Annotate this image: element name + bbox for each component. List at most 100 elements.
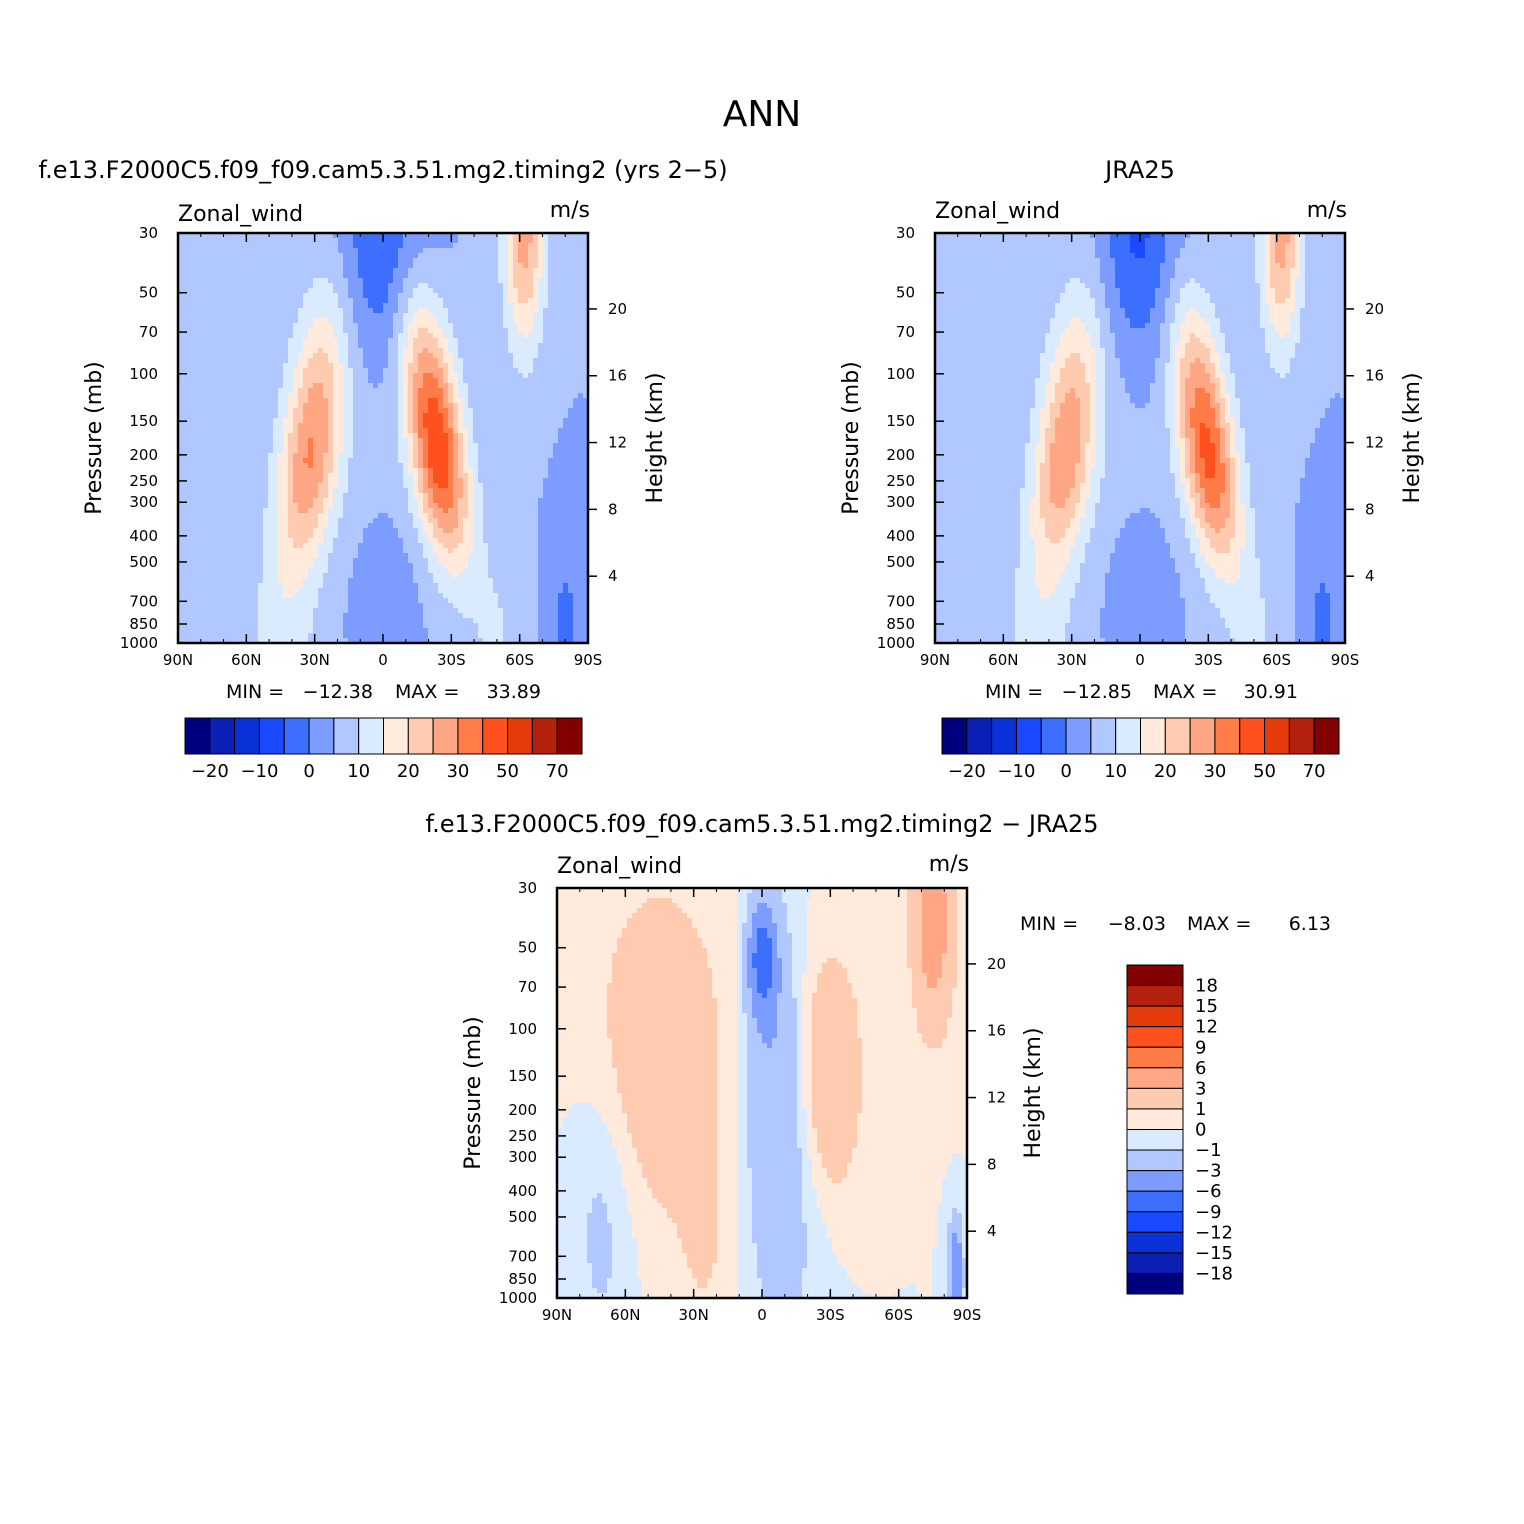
- contour-cell: [538, 288, 549, 294]
- colorbar-box: [432, 717, 459, 755]
- contour-cell: [812, 1158, 823, 1164]
- contour-cell: [752, 1198, 803, 1204]
- contour-cell: [737, 1133, 748, 1139]
- contour-cell: [1075, 588, 1106, 594]
- contour-cell: [438, 558, 469, 564]
- contour-cell: [503, 613, 539, 619]
- contour-cell: [935, 558, 1021, 564]
- contour-cell: [947, 938, 958, 944]
- contour-cell: [1300, 248, 1306, 254]
- contour-cell: [513, 273, 534, 279]
- contour-cell: [1105, 358, 1121, 364]
- contour-cell: [418, 533, 429, 539]
- contour-cell: [772, 983, 783, 989]
- contour-cell: [1235, 438, 1246, 444]
- contour-cell: [747, 948, 758, 954]
- contour-cell: [1315, 608, 1331, 614]
- contour-cell: [935, 623, 1016, 629]
- contour-cell: [1265, 598, 1296, 604]
- colorbar-box: [184, 717, 211, 755]
- contour-cell: [1315, 638, 1331, 643]
- contour-cell: [737, 1218, 753, 1224]
- contour-cell: [548, 273, 588, 279]
- contour-cell: [488, 553, 539, 559]
- contour-cell: [757, 1273, 803, 1279]
- contour-cell: [468, 403, 574, 409]
- contour-cell: [1220, 378, 1226, 384]
- contour-cell: [1175, 413, 1181, 419]
- contour-cell: [797, 1008, 803, 1014]
- contour-cell: [802, 1073, 813, 1079]
- contour-cell: [935, 248, 1096, 254]
- contour-cell: [308, 443, 314, 449]
- contour-cell: [1185, 448, 1191, 454]
- contour-cell: [178, 393, 279, 399]
- contour-cell: [1305, 278, 1345, 284]
- y2-tick-label: 20: [987, 955, 1006, 973]
- contour-cell: [1100, 633, 1186, 639]
- contour-cell: [1125, 383, 1151, 389]
- contour-cell: [428, 503, 439, 509]
- contour-cell: [1130, 318, 1151, 324]
- contour-cell: [757, 973, 773, 979]
- contour-cell: [343, 313, 354, 319]
- contour-cell: [1190, 538, 1201, 544]
- y-tick-label: 100: [508, 1020, 537, 1038]
- contour-cell: [278, 573, 309, 579]
- contour-cell: [433, 488, 454, 494]
- contour-cell: [343, 413, 354, 419]
- contour-cell: [443, 368, 449, 374]
- contour-cell: [807, 928, 908, 934]
- contour-cell: [797, 1088, 803, 1094]
- contour-cell: [1210, 353, 1221, 359]
- contour-cell: [1230, 458, 1236, 464]
- contour-cell: [747, 893, 783, 899]
- contour-cell: [1105, 283, 1116, 289]
- contour-cell: [737, 1158, 748, 1164]
- contour-cell: [1095, 438, 1106, 444]
- contour-cell: [353, 443, 399, 449]
- contour-cell: [1100, 338, 1116, 344]
- contour-cell: [1185, 388, 1196, 394]
- contour-cell: [448, 408, 454, 414]
- contour-cell: [398, 433, 404, 439]
- contour-cell: [458, 518, 464, 524]
- contour-cell: [1210, 328, 1221, 334]
- contour-cell: [592, 1278, 608, 1284]
- contour-cell: [947, 898, 958, 904]
- contour-cell: [1175, 308, 1191, 314]
- contour-cell: [557, 1178, 623, 1184]
- contour-cell: [338, 468, 349, 474]
- contour-cell: [403, 353, 414, 359]
- contour-cell: [752, 988, 758, 994]
- contour-cell: [413, 453, 419, 459]
- contour-cell: [1295, 508, 1345, 514]
- contour-cell: [403, 478, 414, 484]
- contour-cell: [682, 1248, 718, 1254]
- contour-cell: [802, 1193, 818, 1199]
- contour-cell: [862, 1108, 967, 1114]
- contour-cell: [398, 413, 404, 419]
- contour-cell: [538, 258, 544, 264]
- contour-cell: [493, 578, 539, 584]
- contour-cell: [1100, 278, 1116, 284]
- contour-cell: [752, 1003, 778, 1009]
- contour-cell: [1120, 358, 1156, 364]
- contour-cell: [268, 483, 279, 489]
- contour-cell: [862, 1088, 967, 1094]
- contour-cell: [632, 1133, 718, 1139]
- contour-cell: [1295, 558, 1345, 564]
- colorbar-box: [1126, 1190, 1184, 1213]
- contour-cell: [318, 488, 329, 494]
- contour-cell: [1195, 508, 1206, 514]
- contour-cell: [812, 1163, 823, 1169]
- contour-cell: [473, 473, 479, 479]
- contour-cell: [1110, 328, 1161, 334]
- contour-cell: [1225, 523, 1236, 529]
- contour-cell: [1195, 498, 1201, 504]
- contour-cell: [1275, 233, 1291, 239]
- contour-cell: [1110, 313, 1126, 319]
- contour-cell: [587, 1243, 613, 1249]
- contour-cell: [468, 443, 479, 449]
- contour-cell: [573, 598, 588, 604]
